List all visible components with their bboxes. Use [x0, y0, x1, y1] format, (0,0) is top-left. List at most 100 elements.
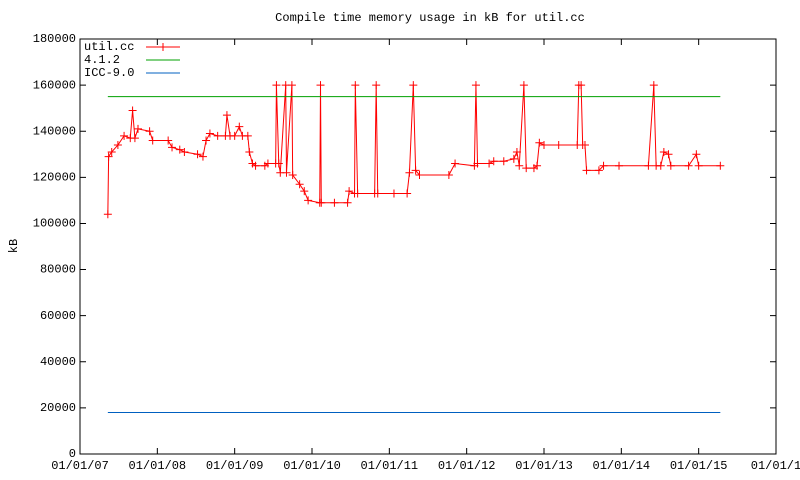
- x-tick-label: 01/01/12: [438, 459, 496, 473]
- point-marker: [128, 106, 137, 115]
- point-marker: [599, 161, 608, 170]
- point-marker: [692, 150, 701, 159]
- y-tick-label: 40000: [40, 355, 76, 369]
- point-marker: [403, 189, 412, 198]
- point-marker: [148, 136, 157, 145]
- point-marker: [316, 81, 325, 90]
- point-marker: [180, 147, 189, 156]
- y-tick-label: 160000: [33, 78, 76, 92]
- point-marker: [409, 81, 418, 90]
- y-tick-label: 0: [69, 447, 76, 461]
- point-marker: [411, 166, 420, 175]
- point-marker: [230, 131, 239, 140]
- point-marker: [554, 141, 563, 150]
- legend-label: 4.1.2: [84, 53, 120, 67]
- point-marker: [659, 147, 668, 156]
- point-marker: [282, 168, 291, 177]
- chart-title: Compile time memory usage in kB for util…: [275, 11, 585, 25]
- point-marker: [471, 81, 480, 90]
- point-marker: [345, 187, 354, 196]
- point-marker: [222, 111, 231, 120]
- point-marker: [444, 171, 453, 180]
- point-marker: [134, 124, 142, 133]
- point-marker: [582, 166, 591, 175]
- point-marker: [330, 198, 339, 207]
- point-marker: [451, 159, 460, 168]
- point-marker: [415, 171, 424, 180]
- point-marker: [373, 189, 382, 198]
- point-marker: [104, 152, 113, 161]
- point-marker: [577, 81, 586, 90]
- point-marker: [113, 141, 122, 150]
- point-marker: [405, 168, 414, 177]
- point-marker: [489, 157, 498, 166]
- point-marker: [351, 81, 360, 90]
- y-tick-label: 180000: [33, 32, 76, 46]
- point-marker: [509, 154, 518, 163]
- point-marker: [193, 150, 202, 159]
- point-marker: [304, 196, 313, 205]
- point-marker: [533, 161, 542, 170]
- point-marker: [245, 147, 254, 156]
- point-marker: [107, 147, 116, 156]
- x-tick-label: 01/01/08: [129, 459, 187, 473]
- point-marker: [656, 161, 665, 170]
- point-marker: [499, 157, 508, 166]
- y-tick-label: 60000: [40, 309, 76, 323]
- x-tick-label: 01/01/13: [515, 459, 573, 473]
- legend-label: util.cc: [84, 40, 134, 54]
- y-tick-label: 100000: [33, 217, 76, 231]
- point-marker: [164, 136, 173, 145]
- point-marker: [243, 131, 252, 140]
- x-tick-label: 01/01/11: [361, 459, 419, 473]
- point-marker: [716, 161, 725, 170]
- point-marker: [694, 161, 703, 170]
- point-marker: [389, 189, 398, 198]
- point-marker: [664, 150, 673, 159]
- point-marker: [519, 81, 528, 90]
- point-marker: [594, 166, 603, 175]
- point-marker: [168, 143, 177, 152]
- point-marker: [515, 161, 524, 170]
- y-tick-label: 80000: [40, 263, 76, 277]
- point-marker: [666, 161, 675, 170]
- point-marker: [287, 81, 296, 90]
- point-marker: [120, 131, 129, 140]
- point-marker: [512, 147, 521, 156]
- point-marker: [540, 141, 548, 150]
- point-marker: [235, 122, 244, 131]
- point-marker: [198, 152, 207, 161]
- point-marker: [317, 198, 326, 207]
- x-tick-label: 01/01/15: [670, 459, 728, 473]
- point-marker: [272, 81, 281, 90]
- point-marker: [251, 161, 260, 170]
- point-marker: [372, 81, 381, 90]
- point-marker: [202, 136, 211, 145]
- x-tick-label: 01/01/1: [751, 459, 800, 473]
- point-marker: [295, 180, 304, 189]
- x-tick-label: 01/01/10: [283, 459, 341, 473]
- point-marker: [649, 81, 658, 90]
- point-marker: [274, 159, 283, 168]
- legend-marker: [159, 43, 167, 51]
- point-marker: [130, 134, 139, 143]
- series-line: [107, 84, 721, 215]
- point-marker: [353, 189, 362, 198]
- y-tick-label: 120000: [33, 171, 76, 185]
- point-marker: [263, 159, 272, 168]
- point-marker: [145, 127, 154, 136]
- point-marker: [644, 161, 653, 170]
- point-marker: [615, 161, 624, 170]
- point-marker: [175, 145, 184, 154]
- point-marker: [485, 159, 494, 168]
- point-marker: [522, 164, 531, 173]
- point-marker: [535, 138, 544, 147]
- point-marker: [205, 129, 214, 138]
- y-axis-label: kB: [7, 239, 21, 253]
- point-marker: [300, 187, 309, 196]
- x-tick-label: 01/01/09: [206, 459, 264, 473]
- legend-label: ICC-9.0: [84, 66, 134, 80]
- point-marker: [473, 159, 482, 168]
